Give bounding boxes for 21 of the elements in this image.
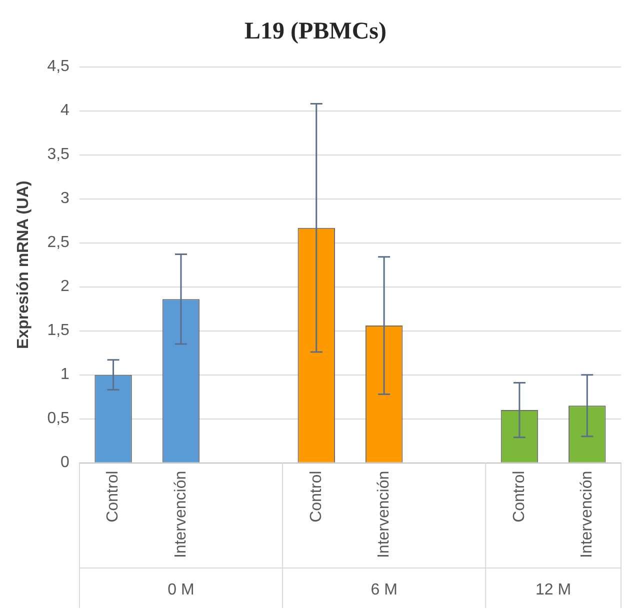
text: 6 M	[370, 581, 398, 598]
chart-title: L19 (PBMCs)	[244, 18, 386, 45]
y-tick-label: 0	[60, 454, 70, 472]
y-tick-label: 2,5	[47, 234, 70, 252]
y-tick-label: 2	[60, 278, 70, 296]
y-tick-label: 4,5	[47, 58, 70, 76]
y-tick-label: 0,5	[47, 410, 70, 428]
text: 0 M	[168, 581, 194, 598]
x-tick-label: Intervención	[172, 470, 190, 558]
x-tick-label: Control	[104, 470, 122, 522]
x-tick-label: Intervención	[375, 470, 392, 558]
y-axis-title: Expresión mRNA (UA)	[15, 180, 32, 349]
y-tick-label: 4	[60, 102, 70, 120]
y-tick-label: 3	[60, 190, 70, 208]
y-tick-label: 1,5	[47, 322, 70, 340]
text: 12 M	[536, 581, 572, 598]
x-tick-label: Intervención	[578, 470, 596, 558]
y-tick-label: 1	[60, 366, 70, 384]
y-tick-label: 3,5	[47, 146, 70, 164]
x-tick-label: Control	[510, 470, 528, 522]
x-tick-label: Control	[308, 470, 325, 522]
